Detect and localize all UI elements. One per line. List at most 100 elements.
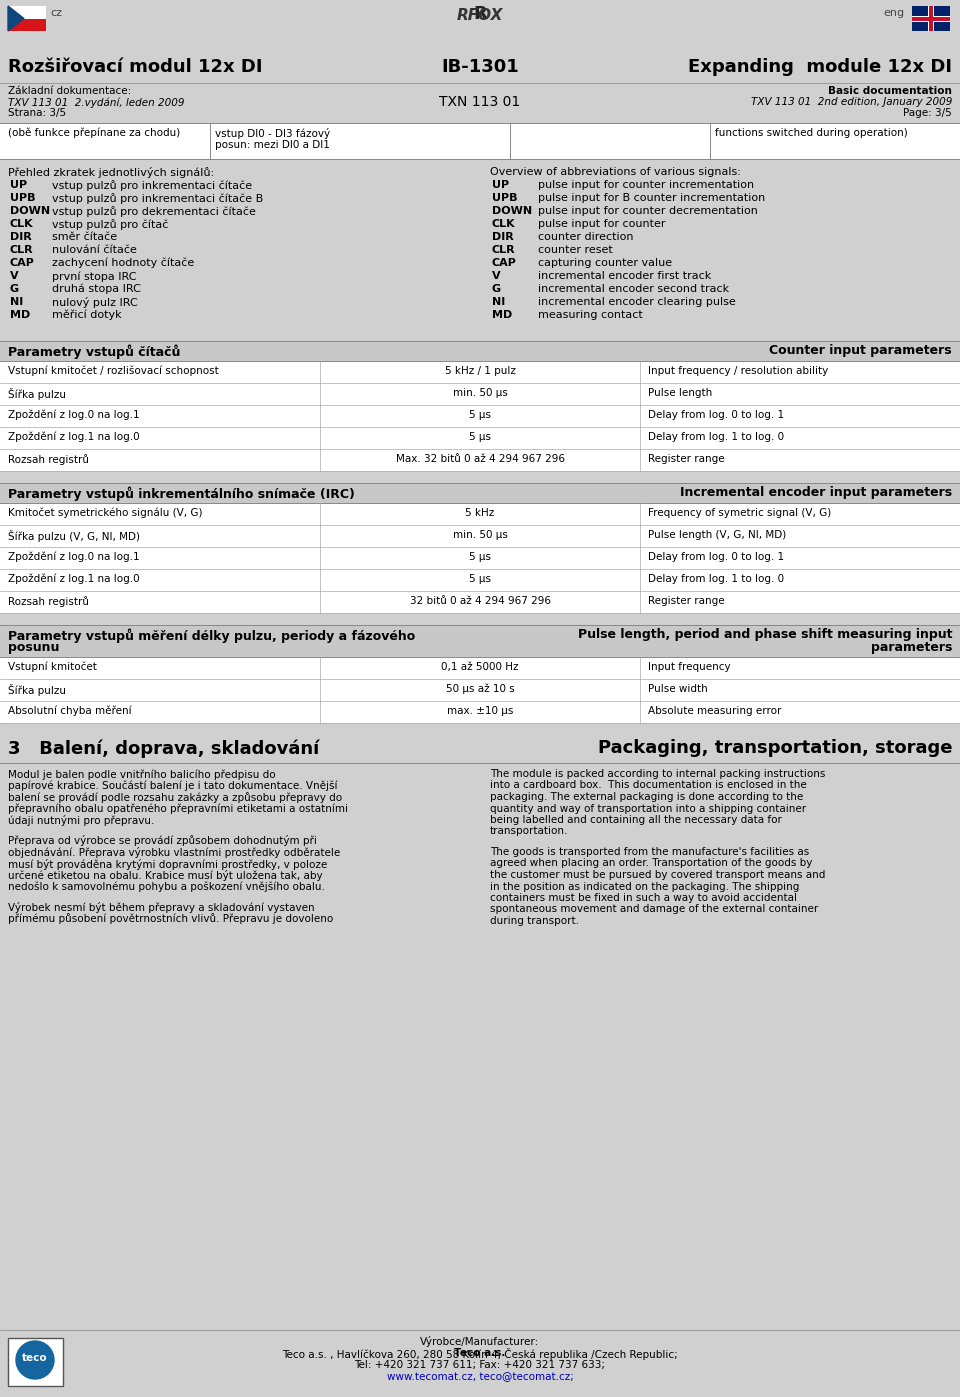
Text: being labelled and containing all the necessary data for: being labelled and containing all the ne… [490, 814, 781, 826]
Text: (obě funkce přepínane za chodu): (obě funkce přepínane za chodu) [8, 129, 180, 138]
Text: transportation.: transportation. [490, 827, 568, 837]
Text: Absolutní chyba měření: Absolutní chyba měření [8, 705, 132, 717]
Text: Teco a.s.: Teco a.s. [454, 1348, 506, 1358]
Text: DIR: DIR [492, 232, 514, 242]
Text: nedošlo k samovolnému pohybu a poškození vnějšího obalu.: nedošlo k samovolnému pohybu a poškození… [8, 882, 324, 893]
Text: min. 50 μs: min. 50 μs [452, 529, 508, 541]
Bar [0, 448, 960, 471]
Text: zachycení hodnoty čítače: zachycení hodnoty čítače [52, 258, 194, 268]
Text: vstup pulzů pro inkrementaci čítače B: vstup pulzů pro inkrementaci čítače B [52, 193, 263, 204]
Text: Parametry vstupů čítačů: Parametry vstupů čítačů [8, 344, 180, 359]
Text: Pulse length: Pulse length [648, 388, 712, 398]
Bar [0, 383, 960, 405]
Text: www.tecomat.cz, teco@tecomat.cz;: www.tecomat.cz, teco@tecomat.cz; [387, 1372, 573, 1382]
Text: Teco a.s. , Havlíčkova 260, 280 58 Kolín 4, Česká republika /Czech Republic;: Teco a.s. , Havlíčkova 260, 280 58 Kolín… [282, 1348, 678, 1361]
Text: into a cardboard box.  This documentation is enclosed in the: into a cardboard box. This documentation… [490, 781, 806, 791]
Text: functions switched during operation): functions switched during operation) [715, 129, 908, 138]
Bar [0, 427, 960, 448]
Text: první stopa IRC: první stopa IRC [52, 271, 136, 282]
Text: UPB: UPB [10, 193, 36, 203]
Bar [8, 1338, 63, 1386]
Text: Vstupní kmitočet / rozlišovací schopnost: Vstupní kmitočet / rozlišovací schopnost [8, 366, 219, 377]
Text: CAP: CAP [10, 258, 35, 268]
Text: Modul je balen podle vnitřního balicího předpisu do: Modul je balen podle vnitřního balicího … [8, 768, 276, 780]
Bar [0, 591, 960, 613]
Text: Packaging, transportation, storage: Packaging, transportation, storage [597, 739, 952, 757]
Text: Page: 3/5: Page: 3/5 [903, 108, 952, 117]
Text: Zpoždění z log.0 na log.1: Zpoždění z log.0 na log.1 [8, 409, 139, 420]
Text: Basic documentation: Basic documentation [828, 87, 952, 96]
Text: Strana: 3/5: Strana: 3/5 [8, 108, 66, 117]
Text: measuring contact: measuring contact [538, 310, 643, 320]
Text: směr čítače: směr čítače [52, 232, 117, 242]
Text: during transport.: during transport. [490, 916, 579, 926]
Text: Zpoždění z log.1 na log.0: Zpoždění z log.1 na log.0 [8, 574, 139, 584]
Bar [0, 503, 960, 525]
Bar [0, 548, 960, 569]
Text: DOWN: DOWN [10, 205, 50, 217]
Text: Přeprava od výrobce se provádí způsobem dohodnutým při: Přeprava od výrobce se provádí způsobem … [8, 835, 317, 847]
Text: MD: MD [10, 310, 31, 320]
Text: Delay from log. 0 to log. 1: Delay from log. 0 to log. 1 [648, 552, 784, 562]
Text: papírové krabice. Součástí balení je i tato dokumentace. Vnější: papírové krabice. Součástí balení je i t… [8, 781, 338, 791]
Text: teco: teco [22, 1354, 48, 1363]
Text: Input frequency: Input frequency [648, 662, 731, 672]
Text: quantity and way of transportation into a shipping container: quantity and way of transportation into … [490, 803, 806, 813]
Circle shape [16, 1341, 54, 1379]
Text: Delay from log. 1 to log. 0: Delay from log. 1 to log. 0 [648, 574, 784, 584]
Bar [0, 82, 960, 124]
Text: spontaneous movement and damage of the external container: spontaneous movement and damage of the e… [490, 904, 818, 915]
Text: 5 kHz: 5 kHz [466, 509, 494, 518]
Text: vstup pulzů pro čítač: vstup pulzů pro čítač [52, 219, 168, 231]
Bar [912, 17, 950, 21]
Text: Incremental encoder input parameters: Incremental encoder input parameters [680, 486, 952, 499]
Text: pulse input for B counter incrementation: pulse input for B counter incrementation [538, 193, 765, 203]
Text: Rozsah registrů: Rozsah registrů [8, 597, 89, 606]
Text: Absolute measuring error: Absolute measuring error [648, 705, 781, 717]
Text: IB-1301: IB-1301 [442, 59, 518, 75]
Text: Register range: Register range [648, 597, 725, 606]
Text: Counter input parameters: Counter input parameters [769, 344, 952, 358]
Bar [0, 405, 960, 427]
Text: 3   Balení, doprava, skladování: 3 Balení, doprava, skladování [8, 739, 320, 757]
Text: V: V [492, 271, 500, 281]
Text: 0,1 až 5000 Hz: 0,1 až 5000 Hz [442, 662, 518, 672]
Text: NI: NI [10, 298, 23, 307]
Polygon shape [8, 6, 24, 31]
Text: vstup pulzů pro dekrementaci čítače: vstup pulzů pro dekrementaci čítače [52, 205, 256, 217]
Text: Kmitočet symetrického signálu (V, G): Kmitočet symetrického signálu (V, G) [8, 509, 203, 518]
Text: UPB: UPB [492, 193, 517, 203]
Text: údaji nutnými pro přepravu.: údaji nutnými pro přepravu. [8, 814, 155, 826]
Text: MD: MD [492, 310, 513, 320]
Text: Základní dokumentace:: Základní dokumentace: [8, 87, 132, 96]
Text: 32 bitů 0 až 4 294 967 296: 32 bitů 0 až 4 294 967 296 [410, 597, 550, 606]
Text: G: G [492, 284, 501, 293]
Text: TXV 113 01  2.vydání, leden 2009: TXV 113 01 2.vydání, leden 2009 [8, 96, 184, 108]
Text: 5 kHz / 1 pulz: 5 kHz / 1 pulz [444, 366, 516, 376]
Text: Šířka pulzu: Šířka pulzu [8, 388, 66, 400]
Text: CLR: CLR [492, 244, 516, 256]
Text: Zpoždění z log.0 na log.1: Zpoždění z log.0 na log.1 [8, 552, 139, 563]
Bar [0, 54, 960, 82]
Text: přímému působení povětrnostních vlivů. Přepravu je dovoleno: přímému působení povětrnostních vlivů. P… [8, 914, 333, 925]
Text: counter direction: counter direction [538, 232, 634, 242]
Bar [0, 657, 960, 679]
Text: UP: UP [492, 180, 509, 190]
Text: R: R [473, 6, 487, 22]
Text: incremental encoder second track: incremental encoder second track [538, 284, 730, 293]
Text: Výrobce/Manufacturer:: Výrobce/Manufacturer: [420, 1336, 540, 1347]
Text: Max. 32 bitů 0 až 4 294 967 296: Max. 32 bitů 0 až 4 294 967 296 [396, 454, 564, 464]
Text: in the position as indicated on the packaging. The shipping: in the position as indicated on the pack… [490, 882, 800, 891]
Text: Parametry vstupů měření délky pulzu, periody a fázového: Parametry vstupů měření délky pulzu, per… [8, 629, 416, 643]
Text: pulse input for counter incrementation: pulse input for counter incrementation [538, 180, 755, 190]
Bar [912, 6, 950, 31]
Text: vstup DI0 - DI3 fázový: vstup DI0 - DI3 fázový [215, 129, 330, 138]
Text: měřicí dotyk: měřicí dotyk [52, 310, 122, 320]
Text: CAP: CAP [492, 258, 516, 268]
Bar [0, 624, 960, 657]
Text: min. 50 μs: min. 50 μs [452, 388, 508, 398]
Text: Expanding  module 12x DI: Expanding module 12x DI [688, 59, 952, 75]
Text: UP: UP [10, 180, 27, 190]
Text: Pulse length (V, G, NI, MD): Pulse length (V, G, NI, MD) [648, 529, 786, 541]
Text: containers must be fixed in such a way to avoid accidental: containers must be fixed in such a way t… [490, 893, 797, 902]
